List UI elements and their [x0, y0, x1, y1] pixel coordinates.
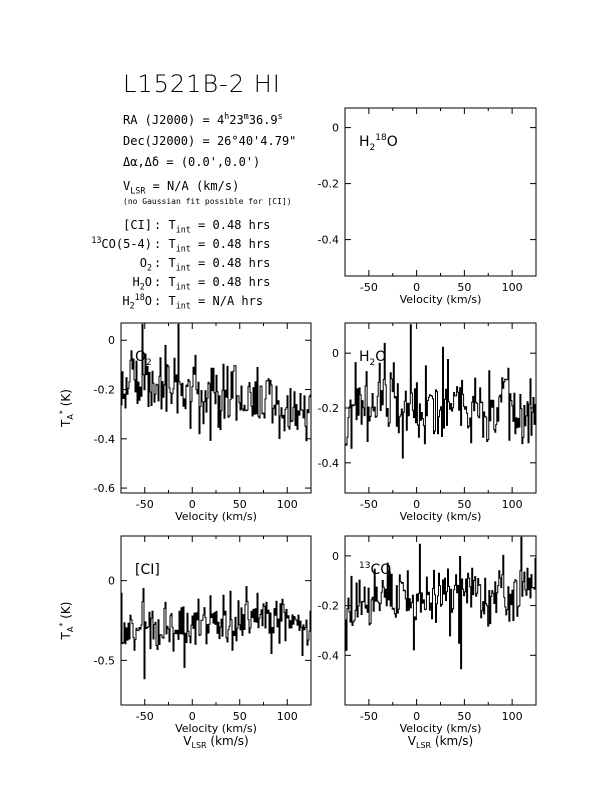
- x-tick-label: 50: [457, 710, 471, 723]
- tint-species: H2O: [132, 275, 152, 292]
- dec-label: Dec(J2000) =: [123, 134, 210, 148]
- y-tick-label: -0.2: [318, 402, 339, 415]
- y-tick-label: 0: [332, 122, 339, 135]
- y-tick-label: -0.5: [94, 654, 115, 667]
- offset-line: Δα,Δδ = (0.0',0.0'): [123, 155, 260, 169]
- tint-species: [CI]: [123, 218, 152, 232]
- x-axis-label: Velocity (km/s): [175, 722, 257, 735]
- x-tick-label: 50: [457, 281, 471, 294]
- x-tick-label: 100: [502, 281, 523, 294]
- spectrum-line: [121, 586, 312, 680]
- x-tick-label: -50: [360, 281, 378, 294]
- x-axis-label: Velocity (km/s): [175, 510, 257, 523]
- vlsr-value: = N/A (km/s): [152, 179, 240, 193]
- y-tick-label: -0.4: [318, 234, 339, 247]
- dec-value: 26°40'4.79": [216, 134, 297, 148]
- page-title: L1521B-2 HI: [123, 70, 281, 98]
- ra-minutes: 23: [229, 113, 244, 127]
- offset-value: (0.0',0.0'): [180, 155, 261, 169]
- spectrum-line: [121, 323, 312, 442]
- plot-frame: [344, 107, 537, 277]
- x-tick-label: -50: [360, 498, 378, 511]
- tint-value: : Tint = 0.48 hrs: [154, 218, 271, 235]
- x-tick-label: 100: [277, 498, 298, 511]
- y-tick-label: -0.2: [318, 178, 339, 191]
- x-tick-label: -50: [136, 498, 154, 511]
- x-tick-label: -50: [136, 710, 154, 723]
- x-tick-label: 50: [233, 498, 247, 511]
- y-tick-label: -0.6: [94, 482, 115, 495]
- x-tick-label: -50: [360, 710, 378, 723]
- x-axis-vlsr-label: VLSR (km/s): [183, 734, 248, 750]
- x-tick-label: 0: [189, 710, 196, 723]
- panel-label: H218O: [359, 133, 398, 153]
- ra-hours: 4: [216, 113, 225, 127]
- panel-label: 13CO: [359, 561, 391, 578]
- y-axis-label: TA* (K): [58, 602, 75, 641]
- x-axis-label: Velocity (km/s): [400, 722, 482, 735]
- y-tick-label: 0: [108, 575, 115, 588]
- x-tick-label: 100: [502, 498, 523, 511]
- vlsr-line: VLSR = N/A (km/s): [123, 179, 240, 196]
- tint-hours: N/A hrs: [212, 294, 264, 308]
- tint-species: 13CO(5-4): [91, 235, 152, 251]
- x-tick-label: 0: [413, 498, 420, 511]
- y-tick-label: 0: [332, 550, 339, 563]
- tint-species: O2: [139, 256, 152, 273]
- x-tick-label: 100: [502, 710, 523, 723]
- y-tick-label: -0.4: [94, 433, 115, 446]
- x-tick-label: 50: [457, 498, 471, 511]
- y-tick-label: -0.4: [318, 649, 339, 662]
- x-tick-label: 0: [189, 498, 196, 511]
- x-axis-label: Velocity (km/s): [400, 293, 482, 306]
- dec-line: Dec(J2000) = 26°40'4.79": [123, 134, 296, 148]
- ra-seconds: 36.9: [248, 113, 278, 127]
- y-tick-label: 0: [332, 347, 339, 360]
- spectrum-line: [345, 324, 537, 459]
- tint-value: : Tint = 0.48 hrs: [154, 256, 271, 273]
- tint-hours: 0.48 hrs: [212, 218, 271, 232]
- tint-value: : Tint = 0.48 hrs: [154, 275, 271, 292]
- tint-hours: 0.48 hrs: [212, 275, 271, 289]
- x-axis-label: Velocity (km/s): [400, 510, 482, 523]
- tint-hours: 0.48 hrs: [212, 237, 271, 251]
- offset-label: Δα,Δδ =: [123, 155, 174, 169]
- fit-note: (no Gaussian fit possible for [CI]): [123, 197, 292, 206]
- y-tick-label: -0.4: [318, 457, 339, 470]
- y-tick-label: -0.2: [94, 384, 115, 397]
- tint-hours: 0.48 hrs: [212, 256, 271, 270]
- y-tick-label: 0: [108, 334, 115, 347]
- panel-label: [CI]: [135, 562, 160, 578]
- y-tick-label: -0.2: [318, 600, 339, 613]
- y-axis-label: TA* (K): [58, 389, 75, 428]
- tint-species: H218O: [122, 292, 152, 311]
- vlsr-label: V: [123, 179, 131, 193]
- ra-label: RA (J2000) =: [123, 113, 210, 127]
- tint-value: : Tint = N/A hrs: [154, 294, 264, 311]
- ra-line: RA (J2000) = 4h23m36.9s: [123, 111, 283, 127]
- panel-label: H2O: [359, 349, 386, 368]
- x-tick-label: 100: [277, 710, 298, 723]
- tint-value: : Tint = 0.48 hrs: [154, 237, 271, 254]
- x-axis-vlsr-label: VLSR (km/s): [408, 734, 473, 750]
- spectrum-line: [345, 536, 537, 670]
- x-tick-label: 0: [413, 281, 420, 294]
- x-tick-label: 50: [233, 710, 247, 723]
- x-tick-label: 0: [413, 710, 420, 723]
